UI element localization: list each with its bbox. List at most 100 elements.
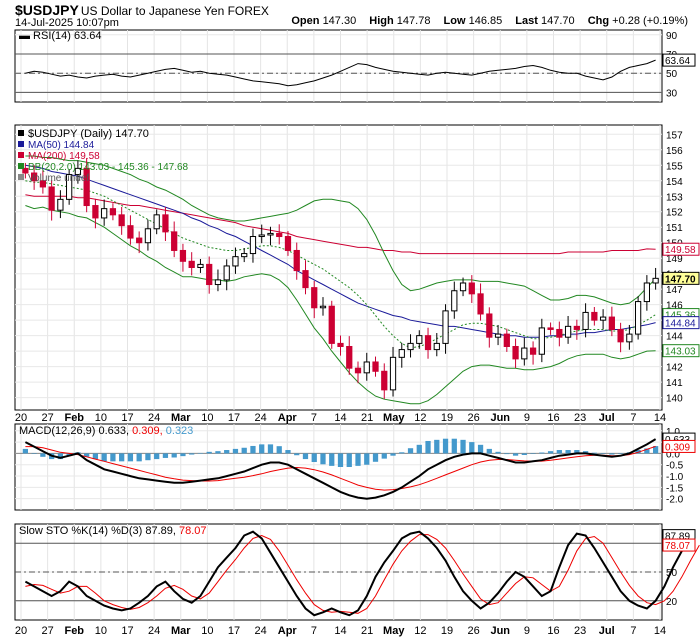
price-x-tick: 24 [255, 412, 267, 424]
macd-y-tick: -2.0 [666, 495, 684, 506]
macd-histogram-bar [311, 453, 317, 463]
price-y-tick: 155 [666, 161, 683, 172]
macd-histogram-bar [22, 448, 29, 454]
candle-body [468, 282, 475, 295]
sto-y-tick: 50 [666, 568, 678, 579]
macd-histogram-bar [294, 453, 300, 456]
chg-value: +0.28 (+0.19%) [612, 15, 688, 27]
price-x-tick: May [383, 412, 405, 424]
candle-body [337, 342, 344, 347]
price-y-tick: 142 [666, 363, 683, 374]
macd-histogram-bar [206, 451, 212, 454]
candle-body [136, 237, 143, 244]
macd-histogram-bar [92, 453, 99, 460]
candle-body [433, 342, 440, 351]
macd-legend: MACD(12,26,9) 0.633, 0.309, 0.323 [19, 425, 193, 437]
macd-histogram-bar [346, 453, 352, 467]
price-x-tick: Jun [490, 412, 510, 424]
macd-histogram-bar [565, 450, 571, 454]
macd-histogram-bar [224, 450, 230, 454]
candle-body [442, 310, 449, 344]
macd-y-tick: -1.0 [666, 472, 684, 483]
price-x-tick: 7 [630, 412, 636, 424]
price-x-tick: 26 [468, 412, 480, 424]
macd-histogram-bar [197, 452, 204, 454]
candle-body [529, 347, 537, 355]
price-x-tick: 24 [148, 412, 160, 424]
macd-line [24, 438, 657, 500]
price-y-tick: 146 [666, 301, 683, 312]
macd-histogram-bar [591, 452, 597, 454]
price-legend-entry: BB(20,2.0) 143.03 - 145.36 - 147.68 [28, 162, 189, 173]
sto-x-tick: 10 [201, 625, 213, 637]
macd-histogram-bar [136, 453, 142, 462]
candle-body [319, 305, 327, 309]
candle-body [503, 333, 510, 347]
macd-y-tick: 0.0 [666, 449, 680, 460]
macd-histogram-bar [171, 453, 177, 458]
macd-histogram-bar [372, 453, 379, 462]
quote-date: 14-Jul-2025 10:07pm [15, 17, 119, 29]
candle-body [276, 232, 283, 238]
macd-histogram-bar [556, 450, 562, 454]
macd-histogram-bar [399, 452, 405, 454]
candle-body [92, 205, 99, 219]
macd-histogram-bar [530, 453, 536, 454]
candle-body [398, 349, 405, 358]
candle-body [302, 270, 309, 289]
sto-x-tick: 14 [334, 625, 346, 637]
price-tag: 147.70 [665, 274, 696, 285]
last-value: 147.70 [540, 15, 575, 27]
sto-x-tick: 27 [42, 625, 54, 637]
sto-x-tick: Jun [490, 625, 510, 637]
candle-body [162, 214, 169, 233]
price-x-tick: 7 [311, 412, 317, 424]
price-x-tick: 16 [547, 412, 559, 424]
candle-body [214, 279, 222, 286]
sto-x-tick: May [383, 625, 405, 637]
candle-body [512, 345, 519, 360]
candle-body [66, 174, 73, 200]
sto-x-tick: 14 [654, 625, 666, 637]
candle-body [223, 265, 230, 281]
sto-k-line [24, 530, 692, 617]
panel-frame-macd [14, 423, 663, 511]
candle-body [22, 167, 29, 174]
sto-legend: Slow STO %K(14) %D(3) 87.89, 78.07 [19, 525, 207, 537]
macd-histogram-bar [407, 448, 414, 454]
macd-histogram-bar [539, 452, 545, 454]
sto-x-tick: 10 [95, 625, 107, 637]
macd-legend-macd: 0.633, [98, 425, 132, 437]
candle-body [354, 367, 362, 374]
candle-body [608, 316, 615, 330]
open-label: Open [291, 15, 320, 27]
macd-histogram-bar [110, 453, 116, 462]
macd-histogram-bar [241, 447, 247, 454]
sto-x-tick: Mar [171, 625, 191, 637]
macd-y-tick: -0.5 [666, 461, 684, 472]
macd-histogram-bar [495, 451, 501, 454]
panel-frame-rsi [14, 29, 663, 103]
macd-signal-line [25, 445, 656, 491]
macd-histogram-bar [477, 444, 484, 454]
macd-histogram-bar [486, 448, 492, 454]
macd-histogram-bar [101, 453, 107, 462]
candle-body [372, 361, 379, 372]
macd-value-tag-box [662, 439, 696, 453]
macd-histogram-bar [127, 453, 134, 462]
sto-x-tick: 26 [468, 625, 480, 637]
macd-histogram-bar [215, 451, 221, 454]
price-x-tick: 17 [121, 412, 133, 424]
price-x-tick: 27 [42, 412, 54, 424]
candle-body [556, 328, 563, 338]
rsi-y-tick: 90 [666, 31, 678, 42]
candle-body [617, 328, 624, 343]
macd-histogram-bar [285, 450, 291, 454]
price-x-tick: 12 [414, 412, 426, 424]
price-x-tick: 14 [334, 412, 346, 424]
macd-histogram-bar [250, 445, 256, 454]
price-x-tick: 23 [574, 412, 586, 424]
macd-histogram-bar [66, 453, 72, 456]
candle-body [267, 232, 274, 236]
